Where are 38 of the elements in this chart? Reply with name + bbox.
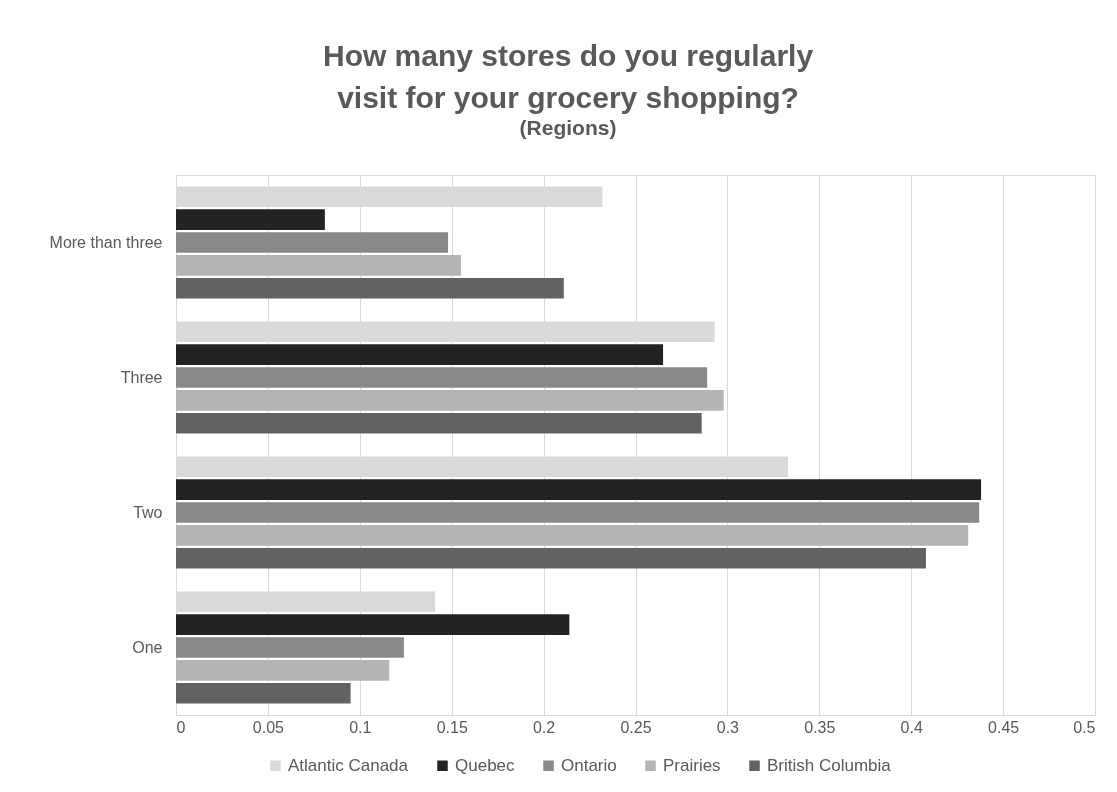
x-tick-label: 0.4	[900, 718, 923, 736]
bar	[176, 390, 724, 411]
bar	[176, 209, 325, 230]
bar	[176, 660, 390, 681]
chart-title: How many stores do you regularly visit for your grocery shopping?	[322, 39, 814, 114]
x-tick-label: 0.1	[349, 718, 372, 736]
legend-label: British Columbia	[767, 755, 892, 775]
y-tick-label: Three	[120, 368, 163, 386]
bar	[176, 637, 404, 658]
bar	[176, 479, 982, 500]
bar	[176, 525, 969, 546]
x-tick-label: 0.5	[1073, 718, 1096, 736]
x-tick-label: 0	[176, 718, 186, 736]
bar	[176, 547, 926, 569]
bar	[176, 344, 664, 365]
x-tick-label: 0.25	[620, 718, 652, 736]
bar	[176, 255, 461, 276]
y-tick-label: More than three	[49, 233, 163, 251]
bar	[176, 412, 702, 434]
bar	[176, 614, 570, 635]
x-tick-label: 0.3	[716, 718, 740, 736]
x-tick-label: 0.2	[532, 718, 556, 736]
bar	[176, 502, 980, 523]
bar	[176, 277, 564, 299]
chart-subtitle: (Regions)	[519, 116, 617, 139]
y-tick-label: One	[132, 638, 163, 656]
x-tick-label: 0.35	[804, 718, 836, 736]
legend-label: Atlantic Canada	[288, 755, 409, 775]
bar	[176, 232, 449, 253]
legend-label: Prairies	[663, 755, 721, 775]
legend-label: Ontario	[561, 755, 617, 775]
legend-label: Quebec	[455, 755, 516, 775]
x-tick-label: 0.15	[436, 718, 468, 736]
y-tick-label: Two	[133, 503, 163, 521]
x-tick-label: 0.05	[252, 718, 285, 736]
bar	[176, 367, 708, 388]
x-tick-label: 0.45	[988, 718, 1020, 736]
bar	[176, 682, 351, 704]
